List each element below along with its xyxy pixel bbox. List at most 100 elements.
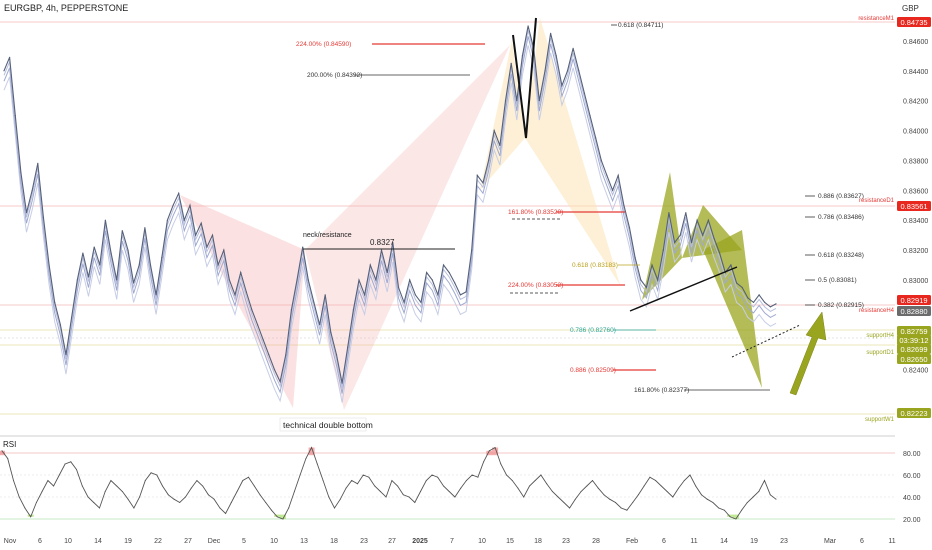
price-point (645, 286, 648, 289)
price-axis-tick: 0.83600 (903, 188, 928, 195)
price-point (420, 301, 422, 303)
price-point (769, 306, 772, 308)
rsi-point (213, 498, 215, 500)
price-axis-tick: 0.84200 (903, 99, 928, 106)
price-point (375, 279, 377, 281)
rsi-point (615, 502, 616, 503)
time-axis-tick: 10 (64, 538, 72, 545)
rsi-point (551, 491, 553, 492)
time-axis-tick: Feb (626, 538, 638, 545)
neck-resistance-label: neck/resistance (303, 232, 352, 239)
price-point (713, 237, 715, 239)
time-axis-tick: 6 (860, 538, 864, 545)
price-point (200, 222, 202, 224)
pattern-green-1 (642, 172, 682, 300)
rsi-point (230, 502, 232, 503)
rsi-point (529, 485, 530, 487)
rsi-point (643, 485, 645, 487)
level-label: resistanceM1 (858, 16, 894, 22)
rsi-point (443, 485, 444, 487)
price-point (476, 174, 478, 176)
price-point (48, 264, 50, 266)
price-point (166, 219, 168, 221)
price-line[interactable] (3, 25, 777, 384)
price-point (110, 252, 112, 254)
rsi-point (758, 491, 760, 492)
price-point (764, 301, 766, 303)
fib-label: 0.786 (0.82760) (570, 327, 616, 334)
price-point (752, 301, 755, 303)
rsi-overbought-fill (492, 447, 499, 456)
price-point (397, 286, 400, 289)
price-point (273, 369, 276, 371)
price-badge (897, 335, 931, 345)
price-axis-tick: 0.83400 (903, 218, 928, 225)
price-point (758, 294, 760, 296)
price-point (25, 212, 28, 214)
price-point (31, 189, 33, 191)
rsi-point (460, 487, 462, 489)
rsi-point (746, 502, 748, 503)
rsi-point (167, 494, 169, 496)
rsi-point (58, 474, 60, 476)
price-badge (897, 326, 931, 336)
price-badge (897, 295, 931, 305)
rsi-axis-tick: 60.00 (903, 473, 921, 480)
price-point (538, 100, 540, 102)
price-point (674, 242, 676, 244)
rsi-point (339, 498, 341, 500)
price-point (583, 92, 586, 94)
rsi-point (87, 496, 89, 498)
rsi-point (603, 494, 605, 496)
fib-wedge-lines (512, 17, 537, 139)
rsi-point (236, 491, 238, 492)
rsi-point (133, 507, 135, 509)
price-point (127, 249, 129, 251)
price-badge-label: 0.82880 (900, 307, 927, 316)
time-axis-tick: 23 (780, 538, 788, 545)
price-point (364, 294, 366, 296)
rsi-line[interactable] (1, 446, 777, 520)
price-point (257, 324, 259, 326)
rsi-point (597, 487, 599, 489)
price-badge-label: 0.82650 (900, 355, 927, 364)
rsi-point (775, 498, 777, 500)
fib-label: 0.618 (0.83183) (572, 262, 618, 269)
rsi-point (420, 491, 421, 492)
rsi-point (305, 458, 307, 459)
price-point (617, 174, 619, 176)
rsi-point (282, 518, 284, 520)
time-axis-tick: 10 (478, 538, 486, 545)
rsi-axis-tick: 40.00 (903, 495, 921, 502)
pattern-bcd-triangle (305, 45, 510, 410)
price-point (516, 100, 518, 102)
price-point (471, 249, 473, 251)
time-axis-tick: 7 (450, 538, 454, 545)
rsi-point (64, 463, 66, 465)
price-point (3, 70, 5, 72)
price-badge-label: 0.82919 (900, 296, 927, 305)
price-point (448, 271, 450, 274)
rsi-point (701, 494, 702, 496)
rsi-point (253, 485, 255, 487)
price-band-upper (3, 30, 777, 388)
fib-label: 161.80% (0.83520) (508, 209, 563, 216)
price-point (178, 192, 180, 194)
price-point (189, 204, 191, 206)
price-point (65, 354, 67, 356)
price-point (144, 227, 146, 229)
price-badge (897, 306, 931, 316)
rsi-point (362, 474, 364, 476)
pattern-xab-triangle (180, 195, 305, 408)
fib-label: 0.786 (0.83486) (818, 214, 864, 221)
price-point (702, 234, 704, 236)
price-point (369, 264, 371, 266)
fib-label: 0.5 (0.83081) (818, 277, 857, 284)
rsi-point (666, 491, 668, 492)
price-axis-tick: 0.84400 (903, 69, 928, 76)
price-axis-tick: 0.84000 (903, 129, 928, 136)
fib-label: 200.00% (0.84392) (307, 72, 362, 79)
rsi-point (465, 480, 467, 481)
neck-value-label: 0.8327 (370, 238, 395, 247)
